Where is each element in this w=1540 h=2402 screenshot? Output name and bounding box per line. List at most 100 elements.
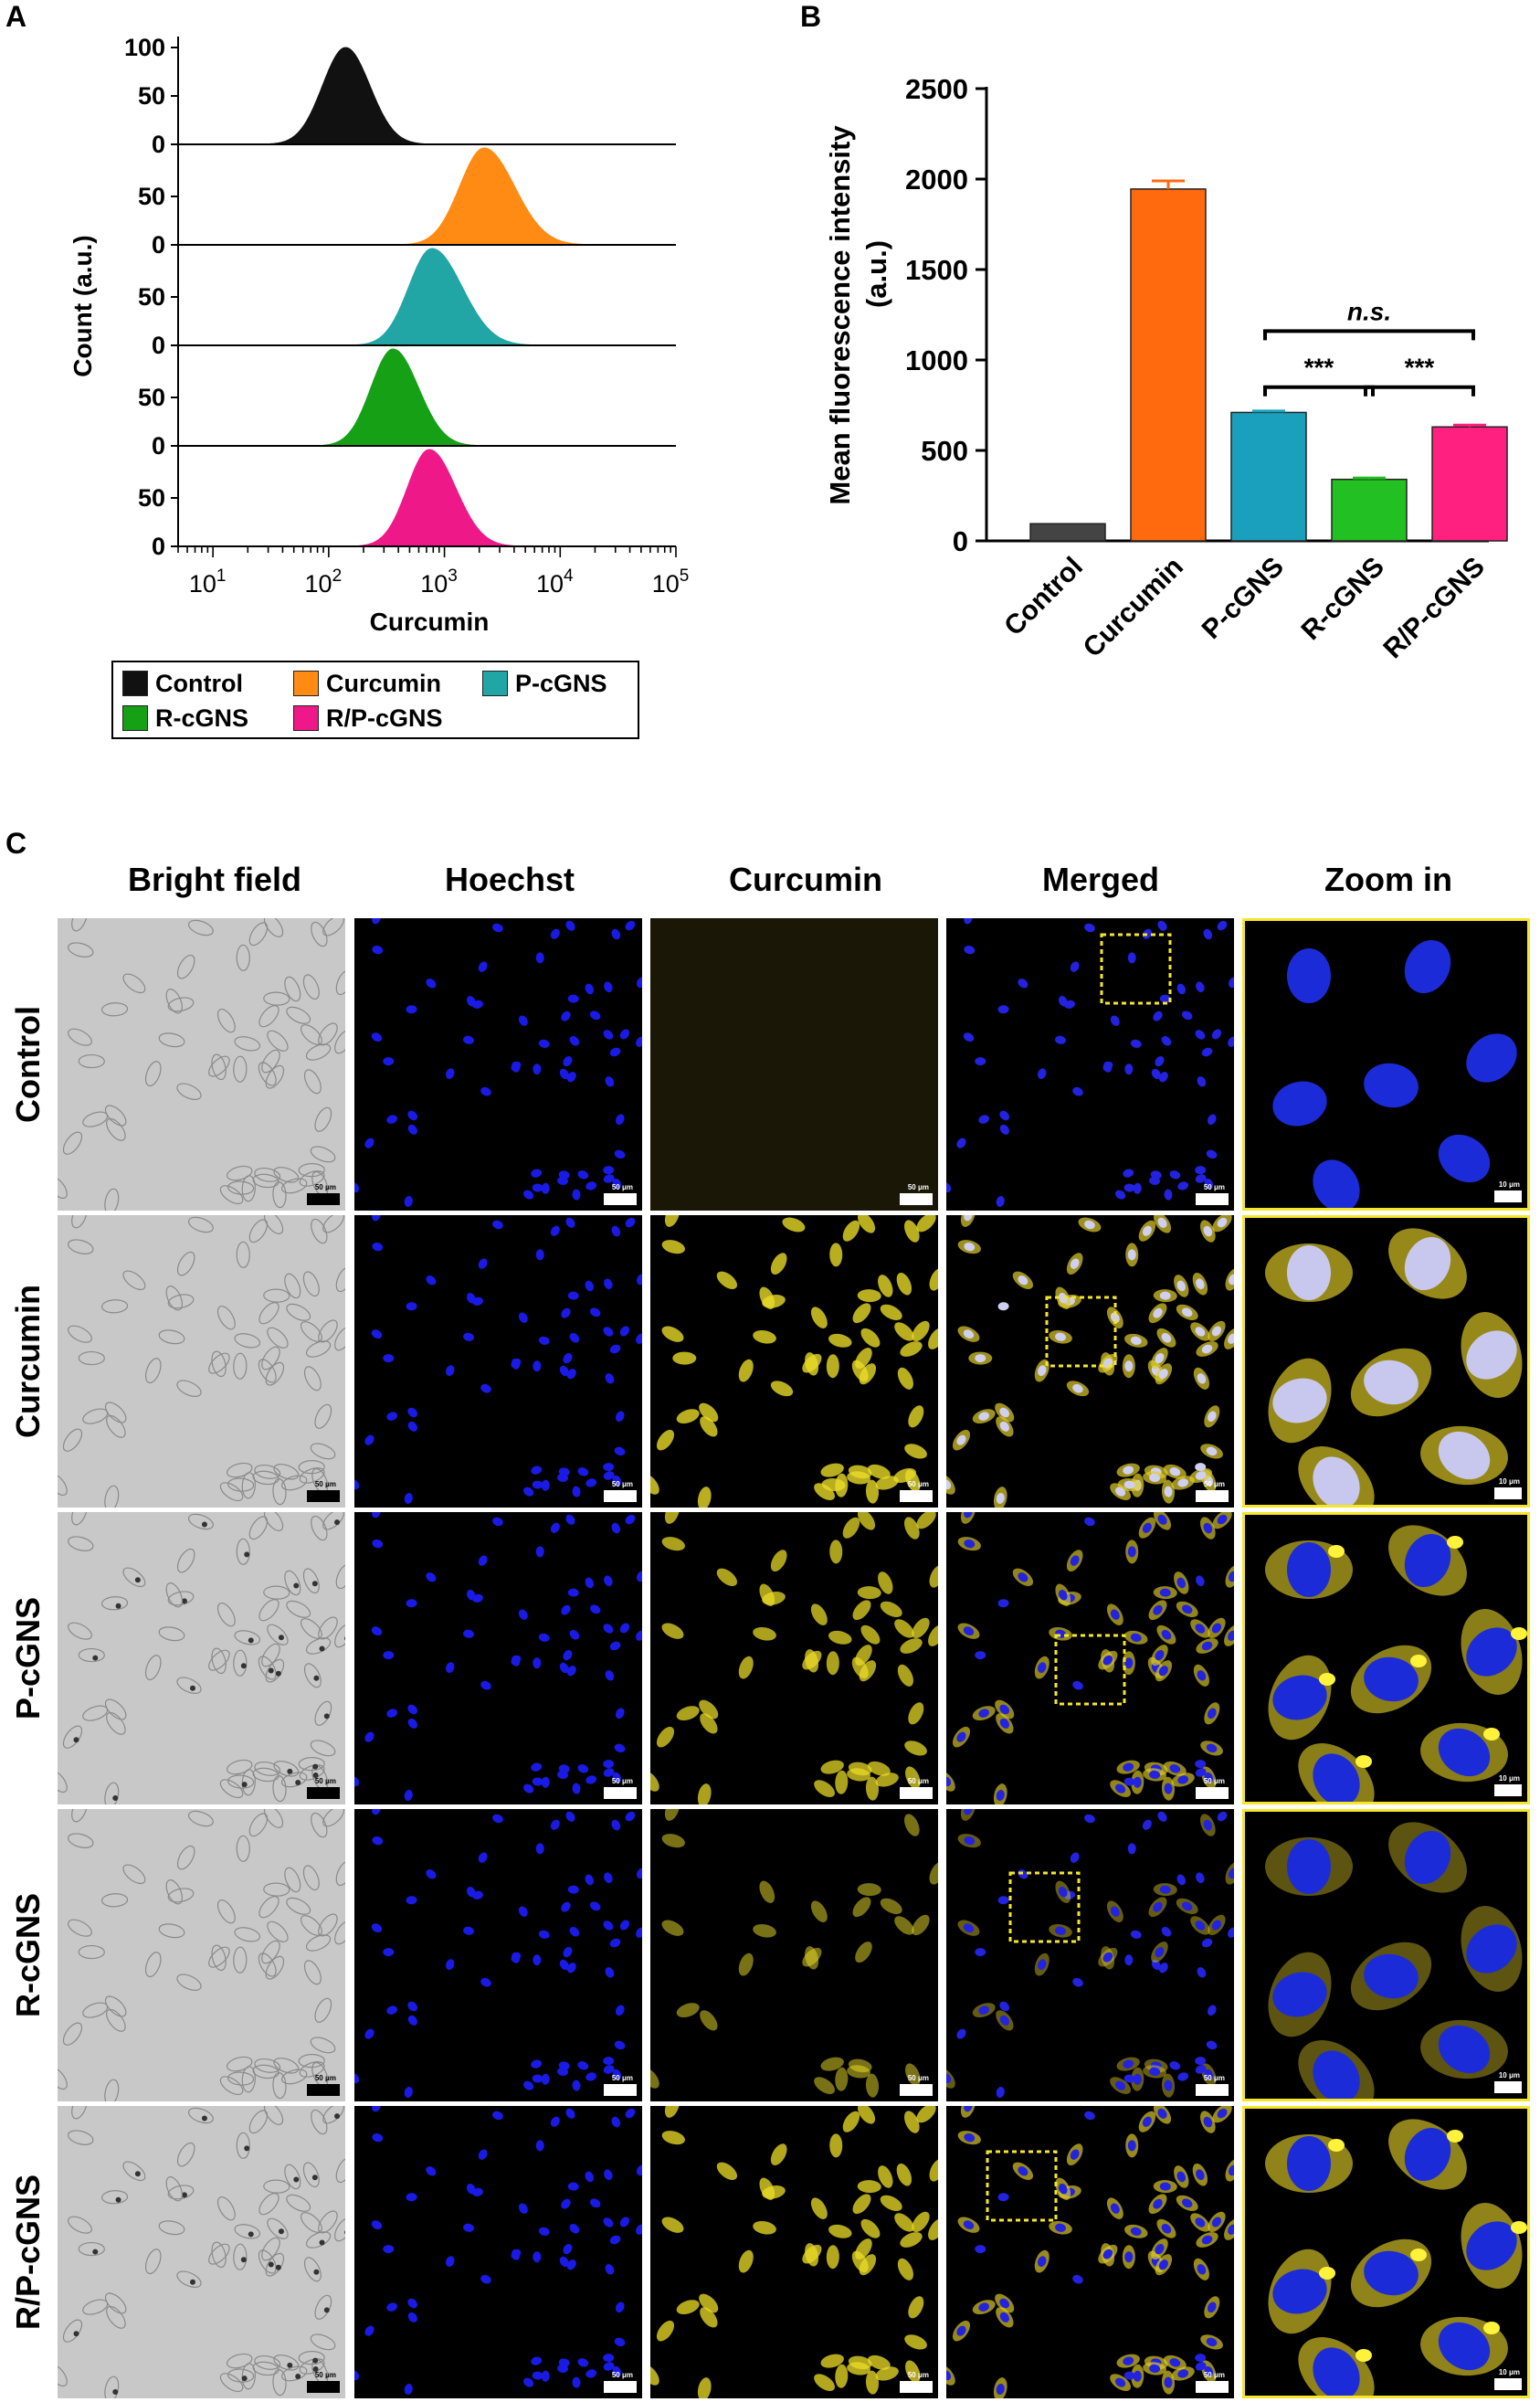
cell-outline	[314, 1700, 332, 1726]
dark-particle	[268, 1667, 274, 1674]
nucleus	[557, 2364, 569, 2373]
nanoparticle-spot	[1483, 1728, 1500, 1741]
micrograph-p-cgns-bright-field: 50 μm	[58, 1512, 345, 1804]
nucleus	[466, 1886, 476, 1898]
cell-outline	[286, 2194, 311, 2212]
cell-outline	[78, 1944, 105, 1960]
nucleus	[463, 1629, 474, 1638]
nucleus	[612, 1475, 622, 1487]
curcumin-cell	[676, 2003, 700, 2017]
bar-control	[1029, 523, 1106, 542]
nucleus	[354, 1776, 360, 1787]
nucleus	[511, 1655, 522, 1666]
nucleus	[407, 1704, 418, 1715]
histogram-r-p-cgns	[178, 449, 676, 547]
merged-nucleus	[1228, 1333, 1234, 1344]
merged-nucleus	[1164, 1189, 1173, 1201]
curcumin-cell	[842, 2111, 860, 2132]
merged-nucleus	[1055, 2223, 1066, 2232]
histogram-p-cgns	[178, 248, 676, 346]
nucleus	[511, 1358, 522, 1369]
dark-particle	[344, 2230, 345, 2235]
curcumin-cell	[753, 1329, 776, 1344]
panel-a-label: A	[5, 0, 27, 33]
bar-y-axis-label: Mean fluorescence intensity	[824, 125, 856, 505]
micrograph-image	[946, 918, 1234, 1207]
merged-nucleus	[956, 1731, 966, 1742]
merged-nucleus	[1164, 1486, 1173, 1497]
nanoparticle-spot	[1511, 2221, 1527, 2234]
dark-particle	[189, 1685, 195, 1691]
curcumin-cell	[894, 1322, 914, 1341]
row-label-p-cgns: P-cGNS	[9, 1596, 47, 1720]
micrograph-image	[650, 1809, 938, 2098]
merged-nucleus	[1195, 1760, 1207, 1769]
merged-nucleus	[1176, 2171, 1187, 2183]
cell-outline	[176, 954, 195, 979]
hist-y-tick-label: 0	[152, 332, 165, 359]
nucleus	[463, 1332, 474, 1341]
merged-nucleus	[1211, 1326, 1222, 1337]
merged-nucleus	[1055, 1035, 1066, 1044]
cell-outline	[208, 1055, 230, 1077]
hist-y-tick-label: 50	[138, 384, 165, 411]
curcumin-cell	[916, 1215, 936, 1233]
dark-particle	[112, 2388, 119, 2395]
nucleus	[531, 1762, 543, 1772]
dark-particle	[295, 1779, 301, 1785]
curcumin-cell	[897, 2258, 913, 2280]
nucleus	[557, 2067, 569, 2076]
curcumin-cell	[908, 1702, 924, 1725]
micrograph-image	[58, 1512, 345, 1804]
merged-nucleus	[1124, 1954, 1134, 1966]
nucleus	[446, 1068, 455, 1079]
merged-nucleus	[1038, 1959, 1047, 1970]
cell-outline	[302, 974, 320, 1000]
nucleus	[407, 2312, 417, 2323]
bar-y-tick-label: 2000	[905, 164, 968, 196]
bar-curcumin	[1130, 188, 1207, 542]
micrograph-image	[1265, 2119, 1527, 2396]
nucleus	[636, 1630, 642, 1641]
nucleus	[1287, 1839, 1331, 1894]
merged-nucleus	[1155, 2244, 1165, 2255]
nucleus	[407, 1110, 418, 1121]
curcumin-cell	[676, 1409, 700, 1423]
curcumin-cell	[857, 1586, 881, 1600]
nucleus	[585, 1577, 595, 1589]
nucleus	[532, 1777, 543, 1786]
bar-p-cgns	[1230, 411, 1307, 542]
nucleus	[1287, 2136, 1331, 2191]
nucleus	[572, 2376, 581, 2388]
nucleus	[538, 1336, 550, 1345]
cell-outline	[258, 1005, 280, 1028]
merged-nucleus	[1203, 1522, 1213, 1534]
curcumin-cell	[852, 1303, 871, 1324]
curcumin-cell	[810, 2197, 828, 2219]
cell-outline	[68, 1622, 92, 1640]
merged-nucleus	[1217, 920, 1228, 931]
nucleus	[372, 1215, 381, 1222]
merged-nucleus	[964, 2106, 973, 2112]
curcumin-cell	[928, 1624, 938, 1646]
micrograph-r-cgns-curcumin: 50 μm	[650, 1809, 938, 2101]
cell-outline	[68, 1239, 94, 1254]
nucleus	[612, 1772, 622, 1783]
merged-nucleus	[1133, 2073, 1142, 2085]
merged-nucleus	[1229, 1571, 1234, 1582]
cell-outline	[263, 2106, 284, 2125]
nanoparticle-spot	[1447, 2130, 1463, 2143]
curcumin-cell	[847, 2362, 871, 2376]
nucleus	[1466, 2221, 1517, 2270]
curcumin-cell	[814, 2077, 836, 2094]
curcumin-cell	[857, 1883, 881, 1897]
scale-bar-label: 50 μm	[1203, 1777, 1225, 1785]
scale-bar-label: 50 μm	[611, 1480, 633, 1488]
merged-nucleus	[964, 1243, 976, 1252]
nucleus	[466, 1292, 476, 1304]
nucleus	[589, 1604, 601, 1614]
merged-nucleus	[1124, 1063, 1134, 1075]
nucleus	[406, 1302, 417, 1311]
nucleus	[541, 1182, 550, 1194]
micrograph-curcumin-bright-field: 50 μm	[58, 1215, 345, 1508]
